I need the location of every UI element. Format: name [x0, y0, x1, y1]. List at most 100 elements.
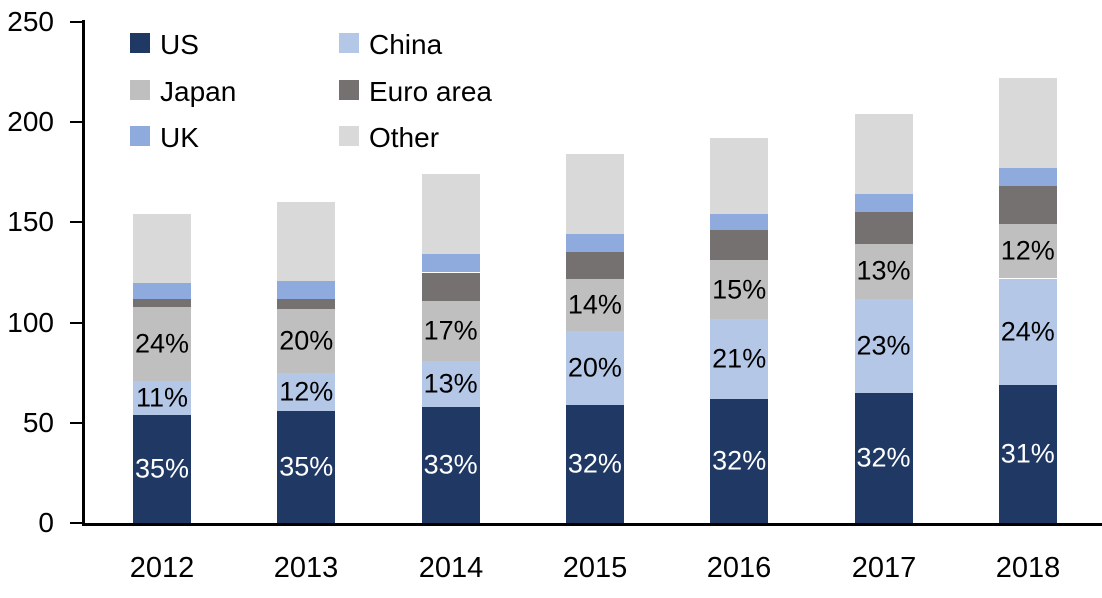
bar-segment-other-2014 — [422, 174, 480, 255]
bar-segment-label-japan-2014: 17% — [423, 315, 478, 346]
bar-segment-other-2013 — [277, 202, 335, 281]
bar-segment-label-japan-2015: 14% — [567, 289, 622, 320]
bar-segment-japan-2016 — [710, 260, 768, 319]
bar-segment-china-2013 — [277, 372, 335, 411]
y-tick-label: 200 — [7, 106, 54, 137]
bar-segment-china-2015 — [566, 330, 624, 405]
bar-segment-us-2018 — [999, 384, 1057, 523]
bar-segment-us-2012 — [133, 414, 191, 523]
bar-segment-other-2018 — [999, 78, 1057, 169]
bar-segment-uk-2017 — [855, 194, 913, 213]
bar-segment-label-us-2017: 32% — [856, 442, 911, 473]
bar-segment-china-2017 — [855, 298, 913, 393]
bar-segment-china-2012 — [133, 380, 191, 415]
legend-swatch-china — [339, 33, 359, 53]
y-tick-mark — [70, 21, 82, 23]
bar-segment-other-2012 — [133, 214, 191, 283]
bar-segment-label-japan-2016: 15% — [712, 274, 767, 305]
bar-segment-other-2017 — [855, 114, 913, 195]
bar-segment-china-2014 — [422, 360, 480, 407]
bar-segment-us-2014 — [422, 406, 480, 523]
bar-segment-label-china-2016: 21% — [712, 343, 767, 374]
y-tick-mark — [70, 121, 82, 123]
x-axis-line — [82, 523, 1102, 526]
bar-segment-label-us-2014: 33% — [423, 449, 478, 480]
bar-segment-us-2017 — [855, 392, 913, 523]
y-tick-mark — [70, 422, 82, 424]
y-tick-mark — [70, 522, 82, 524]
bar-segment-label-us-2018: 31% — [1000, 438, 1055, 469]
bar-segment-label-china-2012: 11% — [135, 382, 189, 413]
bar-segment-label-japan-2018: 12% — [1000, 235, 1055, 266]
x-tick-label-2016: 2016 — [706, 552, 772, 584]
y-axis-line — [82, 20, 85, 526]
x-tick-label-2015: 2015 — [562, 552, 628, 584]
bar-segment-label-china-2017: 23% — [856, 330, 911, 361]
bar-segment-euro-area-2012 — [133, 298, 191, 307]
bar-segment-china-2018 — [999, 278, 1057, 385]
legend-item-china: China — [339, 31, 539, 59]
bar-segment-euro-area-2017 — [855, 212, 913, 245]
bar-segment-uk-2014 — [422, 254, 480, 273]
legend-label-uk: UK — [160, 122, 199, 153]
x-tick-label-2013: 2013 — [273, 552, 339, 584]
bar-segment-us-2015 — [566, 404, 624, 523]
bar-segment-uk-2018 — [999, 168, 1057, 187]
y-tick-label: 50 — [22, 407, 54, 438]
bar-segment-euro-area-2016 — [710, 230, 768, 261]
legend-label-other: Other — [369, 122, 440, 153]
bar-segment-other-2015 — [566, 154, 624, 235]
bar-segment-label-china-2018: 24% — [1000, 316, 1055, 347]
bar-segment-label-japan-2013: 20% — [279, 325, 334, 356]
bar-segment-label-japan-2012: 24% — [134, 328, 190, 359]
bar-segment-japan-2015 — [566, 278, 624, 331]
y-tick-mark — [70, 221, 82, 223]
bar-segment-uk-2013 — [277, 280, 335, 299]
legend-label-japan: Japan — [160, 76, 237, 107]
bar-segment-label-us-2013: 35% — [279, 451, 334, 482]
bar-segment-label-us-2012: 35% — [134, 453, 190, 484]
bar-segment-euro-area-2014 — [422, 272, 480, 301]
x-tick-label-2012: 2012 — [129, 552, 195, 584]
x-tick-label-2017: 2017 — [851, 552, 917, 584]
y-tick-mark — [70, 322, 82, 324]
legend-item-euro-area: Euro area — [339, 78, 539, 106]
y-tick-label: 100 — [7, 307, 54, 338]
legend-swatch-euro-area — [339, 80, 359, 100]
legend-swatch-other — [339, 126, 359, 146]
legend-label-euro-area: Euro area — [369, 76, 492, 107]
bar-segment-euro-area-2018 — [999, 186, 1057, 225]
bar-segment-japan-2013 — [277, 308, 335, 373]
bar-segment-us-2013 — [277, 410, 335, 523]
bar-segment-us-2016 — [710, 398, 768, 523]
x-tick-label-2018: 2018 — [995, 552, 1061, 584]
bar-segment-label-us-2015: 32% — [567, 448, 622, 479]
legend-swatch-us — [130, 33, 150, 53]
bar-segment-label-china-2014: 13% — [423, 368, 478, 399]
legend-item-us: US — [130, 31, 330, 59]
bar-segment-uk-2012 — [133, 282, 191, 299]
bar-segment-japan-2014 — [422, 300, 480, 361]
y-tick-label: 150 — [7, 206, 54, 237]
y-tick-label: 250 — [7, 6, 54, 37]
x-tick-label-2014: 2014 — [418, 552, 484, 584]
bar-segment-japan-2012 — [133, 306, 191, 381]
bar-segment-label-japan-2017: 13% — [856, 255, 911, 286]
bar-segment-other-2016 — [710, 138, 768, 215]
legend-swatch-uk — [130, 126, 150, 146]
y-tick-label: 0 — [38, 507, 54, 538]
bar-segment-japan-2017 — [855, 244, 913, 299]
bar-segment-label-china-2015: 20% — [567, 352, 622, 383]
legend-label-china: China — [369, 29, 443, 60]
legend-swatch-japan — [130, 80, 150, 100]
bar-segment-uk-2015 — [566, 234, 624, 253]
bar-segment-uk-2016 — [710, 214, 768, 231]
bar-segment-label-us-2016: 32% — [712, 445, 767, 476]
legend-label-us: US — [160, 29, 199, 60]
bar-segment-euro-area-2015 — [566, 252, 624, 279]
bar-segment-china-2016 — [710, 318, 768, 399]
legend-item-other: Other — [339, 124, 539, 152]
legend-item-japan: Japan — [130, 78, 330, 106]
bar-segment-label-china-2013: 12% — [279, 376, 334, 407]
